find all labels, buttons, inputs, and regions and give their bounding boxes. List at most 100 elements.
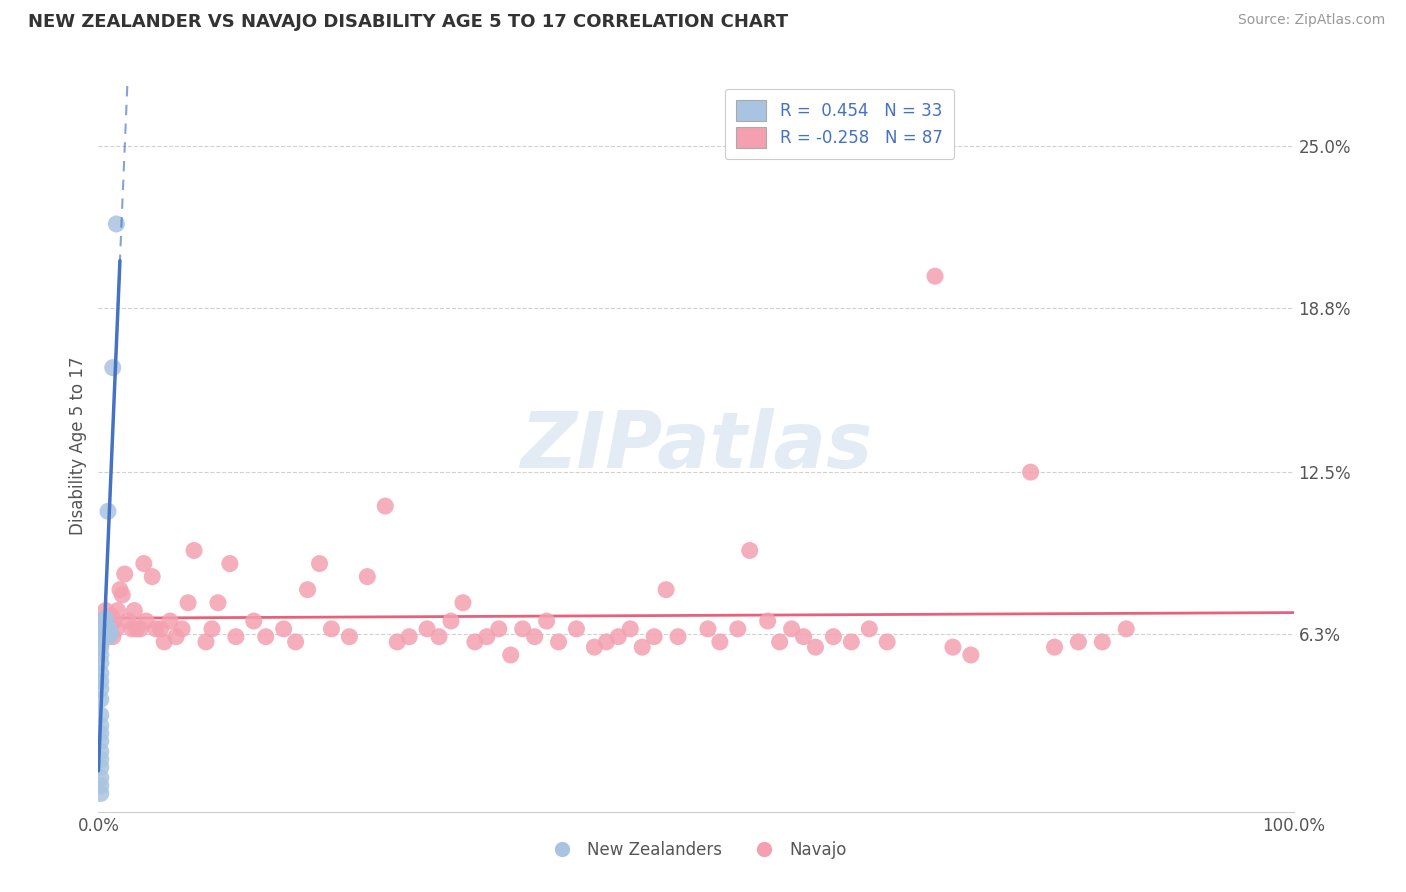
Point [117,614,139,628]
Point [93,614,115,628]
Point [135,614,157,628]
Point [709,635,731,649]
Point [91,614,114,628]
Point [398,630,420,644]
Point [385,635,409,649]
Point [793,630,815,644]
Point [90,640,112,655]
Point [101,630,124,644]
Point [90,656,112,670]
Point [105,217,128,231]
Point [90,760,112,774]
Point [666,630,689,644]
Point [488,622,510,636]
Point [98,619,122,633]
Point [114,567,136,582]
Point [98,627,122,641]
Point [942,640,965,655]
Point [98,622,121,636]
Point [90,726,112,740]
Point [108,582,131,597]
Text: NEW ZEALANDER VS NAVAJO DISABILITY AGE 5 TO 17 CORRELATION CHART: NEW ZEALANDER VS NAVAJO DISABILITY AGE 5… [28,13,789,31]
Point [607,630,630,644]
Point [91,616,114,631]
Legend: New Zealanders, Navajo: New Zealanders, Navajo [538,834,853,865]
Point [1043,640,1066,655]
Point [804,640,827,655]
Point [337,630,360,644]
Point [374,499,396,513]
Point [90,718,112,732]
Point [183,543,205,558]
Point [90,779,112,793]
Point [207,596,229,610]
Point [90,787,112,801]
Point [523,630,546,644]
Point [475,630,498,644]
Point [94,604,117,618]
Point [823,630,845,644]
Point [858,622,880,636]
Point [90,745,112,759]
Point [308,557,330,571]
Point [727,622,749,636]
Point [499,648,522,662]
Point [284,635,307,649]
Point [583,640,606,655]
Point [145,622,167,636]
Point [464,635,486,649]
Point [91,624,114,639]
Point [97,504,120,518]
Point [101,360,124,375]
Point [924,269,946,284]
Point [149,622,172,636]
Point [90,681,112,696]
Point [959,648,981,662]
Point [440,614,463,628]
Point [94,622,117,636]
Point [738,543,761,558]
Point [243,614,266,628]
Point [756,614,779,628]
Point [97,630,120,644]
Point [90,692,112,706]
Point [125,622,148,636]
Point [839,635,862,649]
Point [129,622,152,636]
Point [97,630,120,644]
Point [93,624,115,639]
Point [141,569,163,583]
Point [356,569,378,583]
Point [1067,635,1090,649]
Point [768,635,790,649]
Point [90,666,112,681]
Point [427,630,450,644]
Point [780,622,803,636]
Point [536,614,558,628]
Point [631,640,654,655]
Point [111,588,134,602]
Point [416,622,439,636]
Point [1091,635,1114,649]
Point [107,604,129,618]
Point [201,622,224,636]
Point [90,708,112,723]
Point [91,619,114,633]
Point [90,734,112,748]
Point [219,557,242,571]
Point [1019,465,1042,479]
Point [273,622,295,636]
Point [90,648,112,662]
Point [177,596,200,610]
Point [619,622,641,636]
Point [90,771,112,785]
Point [94,611,117,625]
Point [512,622,534,636]
Point [655,582,678,597]
Point [153,635,176,649]
Y-axis label: Disability Age 5 to 17: Disability Age 5 to 17 [69,357,87,535]
Point [297,582,319,597]
Point [172,622,194,636]
Point [595,635,617,649]
Point [90,752,112,766]
